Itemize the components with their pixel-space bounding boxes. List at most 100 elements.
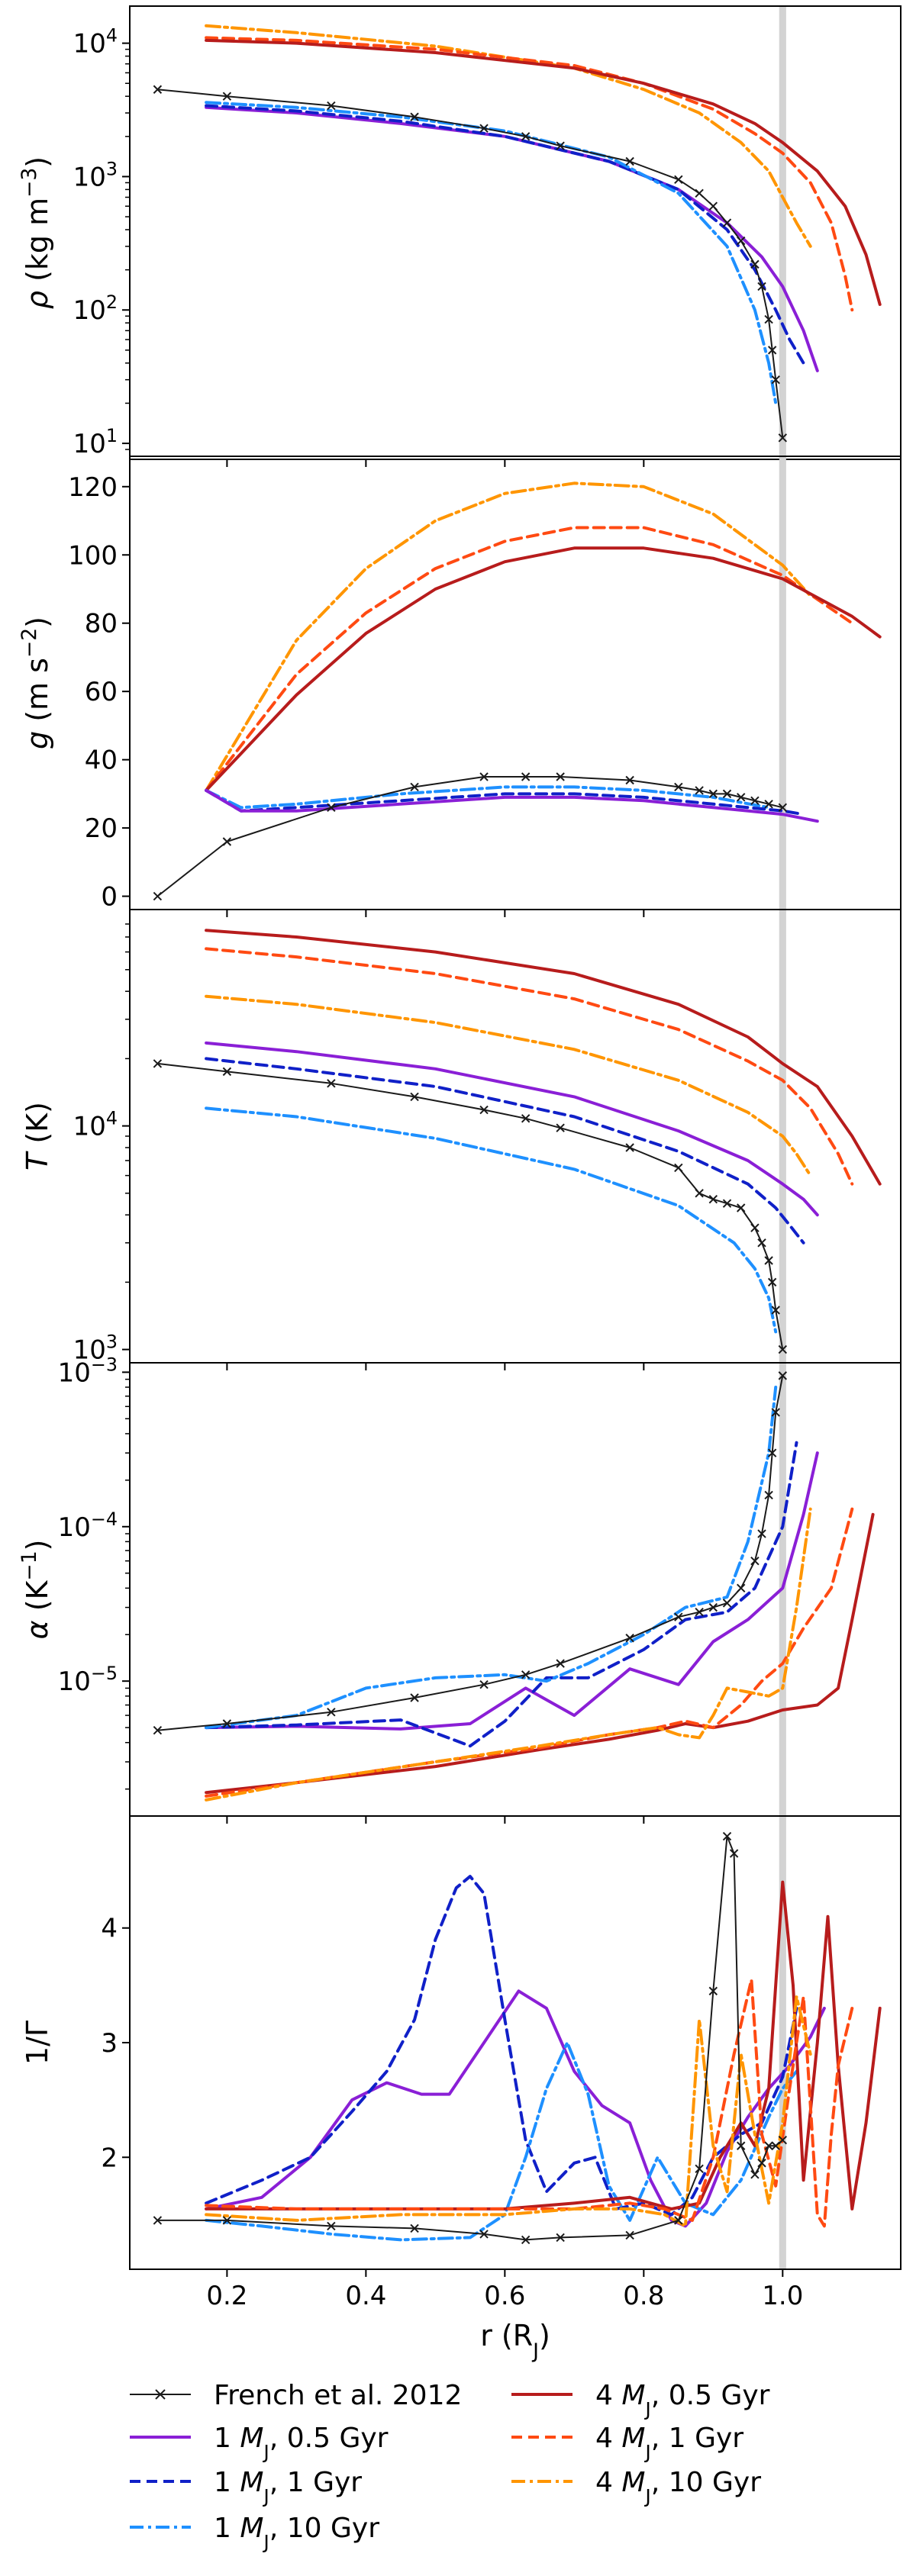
y-tick-label: 3 [101,2028,118,2059]
series-m1_05-line [205,1451,819,1731]
legend-item-m1_1: 1 MJ, 1 Gyr [130,2467,362,2507]
panel-T: 103 104 T (K) [21,909,901,1370]
x-tick-label: 0.4 [345,2281,386,2311]
series-french-point [722,1831,732,1841]
series-french-point [410,1092,419,1102]
series-french-point [722,789,732,799]
series-french-point [757,1529,766,1538]
series-french-point [695,786,704,795]
series-french-point [750,259,760,269]
series-m1_10-line [205,1386,778,1730]
series-french-point [327,101,336,111]
panel-gamma: 2 3 4 0.2 0.4 0.6 0.8 1.0 1/Γ [21,1815,901,2311]
y-tick-label: 10−5 [58,1663,118,1697]
y-tick-label: 80 [85,609,118,639]
series-m1_1-line [205,1875,798,2217]
y-tick-label: 0 [101,882,118,913]
legend-item-m4_10: 4 MJ, 10 Gyr [511,2467,761,2507]
series-french-point [625,775,634,785]
series-m1_05-line [205,788,819,823]
series-french-point [767,1448,777,1457]
series-french-point [737,236,746,246]
series-french-point [708,1194,718,1204]
series-french-point [521,1114,531,1123]
panel-g: 0 20 40 60 80 100 120 g (m s−2) [18,456,901,917]
series-french-point [778,803,788,812]
legend-item-m1_10: 1 MJ, 10 Gyr [130,2513,379,2553]
series-french-point [695,188,704,198]
series-french-point [771,1408,780,1417]
series-french-point [222,2216,232,2225]
series-french-point [674,175,683,185]
x-tick-label: 0.2 [206,2281,247,2311]
legend-item-french: French et al. 2012 [130,2380,462,2411]
series-french-point [153,1725,163,1735]
chart-panels: 101 102 103 104 ρ (kg m−3) 0 20 40 60 80 100 120 g (… [18,5,901,2363]
series-french-point [778,433,788,443]
x-tick-label: 0.6 [484,2281,525,2311]
series-m1_1-line [205,104,805,365]
series-french-point [556,1659,565,1668]
legend-item-m1_05: 1 MJ, 0.5 Gyr [130,2423,389,2463]
y-tick-label: 20 [85,813,118,844]
legend-label: 1 MJ, 1 Gyr [214,2467,362,2507]
series-french-point [674,2216,683,2225]
legend-label: 1 MJ, 0.5 Gyr [214,2423,389,2463]
panel-alpha: 10−5 10−4 10−3 α (K−1) [18,1354,901,1824]
series-french-point [556,1123,565,1132]
y-axis-label: 1/Γ [21,2021,54,2065]
series-m4_10-line [205,994,812,1177]
y-axis-label: T (K) [21,1102,54,1170]
series-french-point [410,112,419,121]
series-french-point [708,789,718,799]
legend-label: 1 MJ, 10 Gyr [214,2513,379,2553]
series-french-point [556,141,565,150]
reference-band [779,1816,786,2269]
series-m4_10-line [205,1995,812,2228]
legend-label: 4 MJ, 10 Gyr [595,2467,761,2507]
series-m1_1-line [205,788,805,816]
series-french-point [222,92,232,101]
series-group [153,1831,882,2245]
series-french-point [327,1079,336,1088]
series-french-point [737,1203,746,1212]
series-m1_10-line [205,785,771,810]
series-m4_05-line [205,1880,882,2211]
series-french-point [153,1059,163,1068]
series-french-point [625,156,634,166]
series-french-point [222,1719,232,1728]
series-m1_05-line [205,1041,819,1217]
series-french-point [771,1306,780,1315]
series-french-point [327,803,336,812]
series-m1_05-line [205,1989,826,2228]
y-tick-label: 104 [73,1108,118,1142]
series-french-point [767,346,777,355]
series-french-point [778,1344,788,1354]
series-french-point [764,2141,773,2150]
series-m4_05-line [205,1512,875,1795]
series-french-point [521,2235,531,2245]
y-tick-label: 103 [73,1331,118,1366]
series-french-point [771,375,780,385]
series-french-line [156,89,784,439]
series-french-point [625,1143,634,1152]
series-french-point [767,1277,777,1287]
series-french-point [153,891,163,901]
series-m4_1-line [205,36,854,312]
series-m4_10-line [205,1507,812,1802]
series-french-line [156,776,784,897]
y-tick-label: 60 [85,677,118,707]
series-french-point [521,132,531,141]
series-french-point [674,1612,683,1621]
y-tick-label: 10−3 [58,1354,118,1388]
y-tick-label: 120 [68,472,118,503]
series-french-point [750,2170,760,2179]
series-french-point [222,837,232,846]
series-m4_1-line [205,1507,854,1798]
series-french-point [708,201,718,211]
series-french-point [674,782,683,792]
series-french-point [722,1599,732,1608]
y-tick-label: 103 [73,158,118,192]
series-french-point [729,1849,739,1858]
